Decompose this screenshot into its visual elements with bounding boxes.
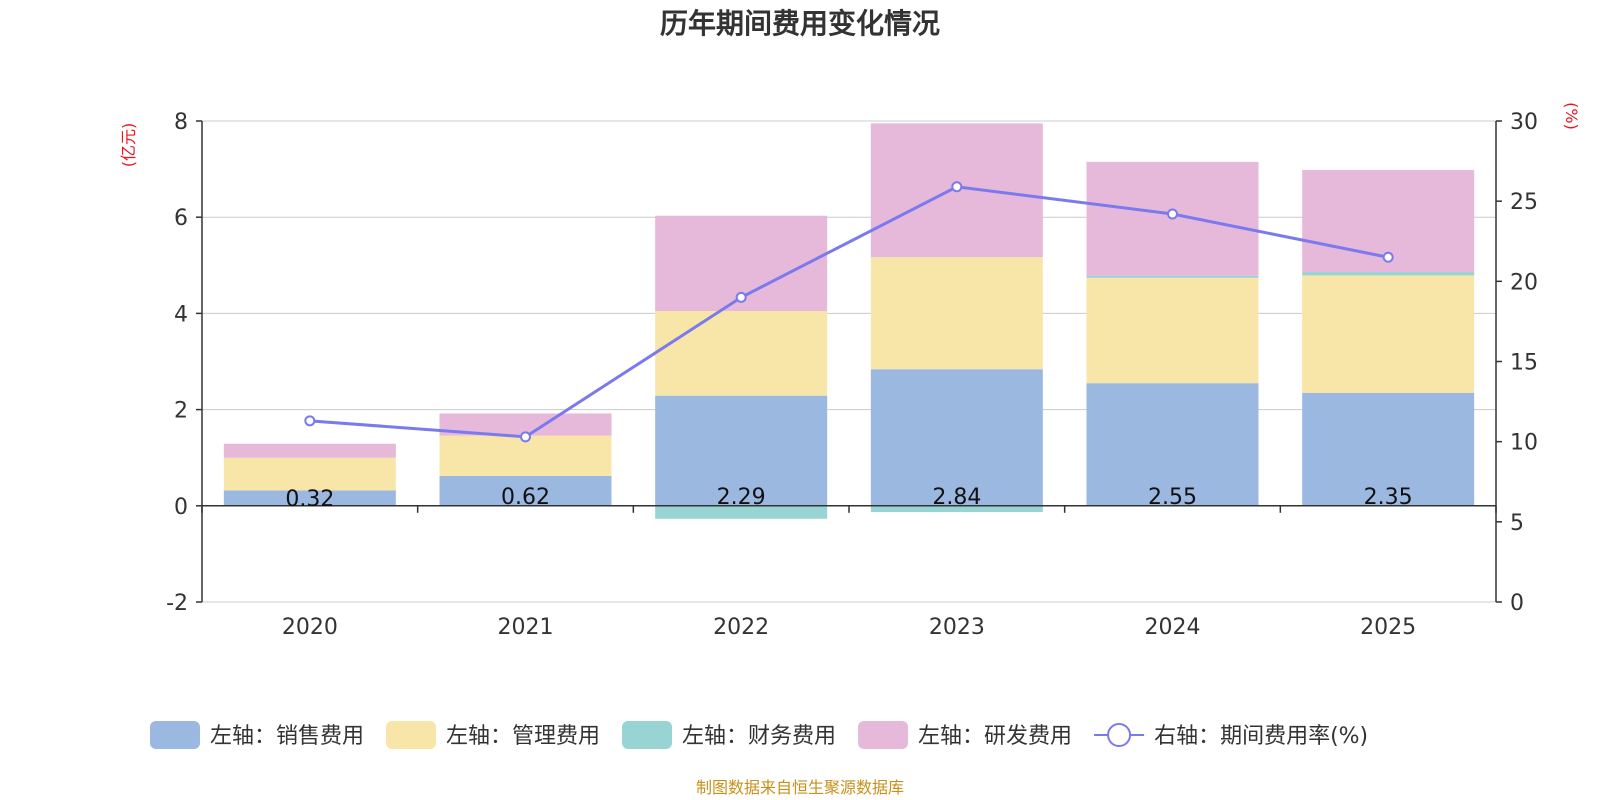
rate-line (309, 185, 1389, 439)
x-axis-tick-label: 2021 (498, 615, 554, 640)
right-axis-tick-label: 5 (1510, 511, 1524, 536)
left-axis-unit: (亿元) (119, 123, 138, 168)
legend: 左轴：销售费用 左轴：管理费用 左轴：财务费用 左轴：研发费用 右轴：期间费用率(%) (150, 721, 1368, 749)
bar-segment (655, 505, 828, 519)
x-axis-tick-label: 2022 (713, 615, 769, 640)
left-axis-tick-label: 2 (174, 399, 188, 424)
bar-segment (223, 490, 396, 506)
bar-segment (1086, 275, 1259, 278)
legend-swatch (150, 721, 200, 749)
bar-value-label: 2.55 (1148, 485, 1197, 510)
bar-segment (655, 310, 828, 396)
bar-segment (870, 257, 1043, 370)
legend-label: 左轴：管理费用 (446, 724, 600, 749)
right-axis-tick-label: 20 (1510, 270, 1538, 295)
bar-value-label: 2.84 (932, 485, 981, 510)
rate-line-layer (304, 181, 1394, 443)
x-axis-tick-label: 2024 (1145, 615, 1201, 640)
bar-segment (1086, 383, 1259, 506)
bar-value-label: 0.32 (285, 487, 334, 512)
data-labels: 0.32 0.62 2.29 2.84 2.55 2.35 (285, 485, 1412, 512)
legend-line-marker (1107, 723, 1132, 747)
left-axis-tick-label: 8 (174, 110, 188, 135)
grid (202, 120, 1496, 603)
chart-title: 历年期间费用变化情况 (660, 7, 940, 40)
left-axis-tick-label: 6 (174, 206, 188, 231)
right-axis-tick-label: 25 (1510, 190, 1538, 215)
legend-label: 左轴：销售费用 (210, 724, 364, 749)
bar-segment (870, 505, 1043, 513)
source-note: 制图数据来自恒生聚源数据库 (696, 778, 904, 797)
rate-line-point (304, 415, 316, 427)
legend-label: 左轴：财务费用 (682, 724, 836, 749)
bars (223, 123, 1475, 519)
bar-segment (870, 369, 1043, 506)
bar-segment (439, 413, 612, 436)
legend-label: 右轴：期间费用率(%) (1154, 724, 1368, 749)
legend-label: 左轴：研发费用 (918, 724, 1072, 749)
bar-segment (655, 395, 828, 506)
left-axis-tick-label: 4 (174, 302, 188, 327)
rate-line-point (951, 181, 963, 193)
bar-value-label: 2.29 (717, 485, 766, 510)
bar-value-label: 2.35 (1364, 485, 1413, 510)
bar-segment (439, 475, 612, 506)
rate-line-point (735, 291, 747, 303)
x-axis-tick-label: 2025 (1360, 615, 1416, 640)
x-axis-tick-label: 2020 (282, 615, 338, 640)
bar-segment (1086, 277, 1259, 384)
legend-swatch (858, 721, 909, 749)
legend-swatch (622, 721, 673, 749)
bar-segment (1302, 392, 1475, 506)
right-axis-tick-label: 10 (1510, 431, 1538, 456)
bar-segment (1302, 272, 1475, 276)
rate-line-point (1382, 251, 1394, 263)
left-axis-tick-label: -2 (166, 591, 188, 616)
rate-line-point (1167, 208, 1178, 220)
bar-segment (223, 457, 396, 491)
right-axis-tick-label: 0 (1510, 591, 1524, 616)
bar-segment (1302, 275, 1475, 393)
rate-line-point (520, 431, 531, 443)
right-axis-tick-label: 15 (1510, 351, 1538, 376)
bar-value-label: 0.62 (501, 485, 550, 510)
right-axis-tick-label: 30 (1510, 110, 1538, 135)
bar-segment (223, 443, 396, 458)
legend-swatch (386, 721, 437, 749)
x-axis-tick-label: 2023 (929, 615, 985, 640)
right-axis-unit: (%) (1562, 102, 1581, 130)
left-axis-tick-label: 0 (174, 495, 188, 520)
